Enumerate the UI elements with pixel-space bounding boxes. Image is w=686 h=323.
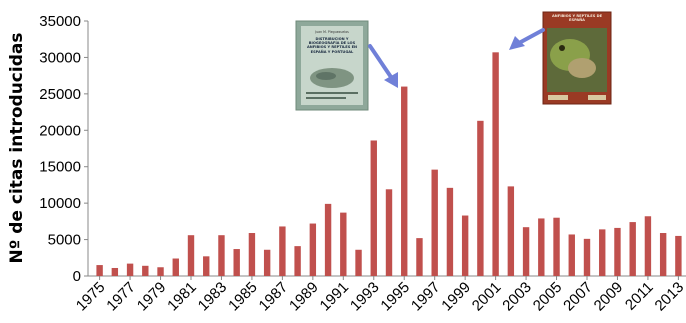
bar-1991 <box>340 212 347 276</box>
y-tick-label: 30000 <box>39 49 81 66</box>
bar-1982 <box>203 256 210 276</box>
y-tick-label: 15000 <box>39 159 81 176</box>
x-tick-label: 2013 <box>652 279 686 315</box>
bar-1977 <box>126 263 134 276</box>
bar-2009 <box>614 227 621 276</box>
bar-2003 <box>522 227 530 276</box>
x-axis: 1975197719791981198319851987198919911993… <box>73 275 686 315</box>
x-tick-label: 2009 <box>591 279 627 315</box>
bar-1995 <box>401 86 408 276</box>
x-tick-label: 1985 <box>225 279 261 315</box>
bar-2000 <box>477 120 484 276</box>
book-cover-2001: ANFIBIOS Y REPTILES DE ESPAÑA <box>542 11 612 105</box>
bar-1986 <box>263 249 271 276</box>
bar-1984 <box>233 249 240 276</box>
bar-1976 <box>111 267 119 276</box>
bar-1979 <box>157 267 164 276</box>
book-cover-1995: Juan M. Pleguezuelos DISTRIBUCIÓN Y BIOG… <box>295 20 369 111</box>
bars <box>96 52 682 277</box>
arrow-to-2001 <box>509 28 545 50</box>
book-2-title: ANFIBIOS Y REPTILES DE ESPAÑA <box>551 14 603 23</box>
x-tick-label: 1977 <box>103 279 139 315</box>
y-axis: 0 5000 10000 15000 20000 25000 30000 35000 <box>39 13 89 285</box>
bar-2007 <box>583 238 591 276</box>
book-1-author: Juan M. Pleguezuelos <box>314 30 349 34</box>
bar-1997 <box>431 169 438 276</box>
bar-2004 <box>538 218 545 276</box>
bar-1992 <box>355 249 362 276</box>
bar-1994 <box>385 189 393 276</box>
bar-2006 <box>568 234 575 276</box>
bar-2001 <box>492 52 499 277</box>
y-tick-label: 20000 <box>39 122 81 139</box>
bar-1993 <box>370 140 377 276</box>
x-tick-label: 1979 <box>134 279 170 315</box>
arrow-to-1995 <box>368 44 398 88</box>
x-tick-label: 1989 <box>286 279 322 315</box>
bar-1980 <box>172 258 179 276</box>
bar-1987 <box>279 226 286 276</box>
x-tick-label: 1999 <box>438 279 474 315</box>
bar-2012 <box>659 233 667 276</box>
y-axis-label: Nº de citas introducidas <box>7 33 27 264</box>
x-tick-label: 1987 <box>256 279 292 315</box>
bar-1981 <box>187 235 195 276</box>
y-tick-label: 25000 <box>39 86 81 103</box>
x-tick-label: 1983 <box>195 279 231 315</box>
bar-2011 <box>644 216 652 276</box>
bar-1983 <box>218 235 225 276</box>
bar-1988 <box>294 246 301 276</box>
y-tick-label: 5000 <box>48 232 81 249</box>
x-tick-label: 1997 <box>408 279 444 315</box>
x-tick-label: 1981 <box>164 279 200 315</box>
y-tick-label: 10000 <box>39 195 81 212</box>
bar-2008 <box>599 229 606 276</box>
x-tick-label: 1991 <box>317 279 353 315</box>
book-1-title: DISTRIBUCIÓN Y BIOGEOGRAFÍA DE LOS ANFIB… <box>306 37 358 54</box>
x-tick-label: 2011 <box>622 279 657 314</box>
bar-1996 <box>416 238 423 276</box>
bar-2005 <box>553 217 560 276</box>
x-tick-label: 2007 <box>560 279 596 315</box>
bar-1975 <box>96 265 103 276</box>
bar-2002 <box>507 186 515 276</box>
bar-2013 <box>675 235 682 276</box>
bar-1978 <box>142 265 149 276</box>
x-tick-label: 1995 <box>377 279 413 315</box>
x-tick-label: 2003 <box>499 279 535 315</box>
bar-1989 <box>309 223 317 276</box>
x-tick-label: 2001 <box>469 279 505 315</box>
bar-2010 <box>629 222 636 276</box>
x-tick-label: 2005 <box>530 279 566 315</box>
x-tick-label: 1993 <box>347 279 383 315</box>
bar-1999 <box>461 215 469 276</box>
bar-1998 <box>446 187 454 276</box>
y-tick-label: 35000 <box>39 13 81 30</box>
bar-1985 <box>248 233 256 276</box>
y-tick-label: 0 <box>73 268 81 285</box>
bar-1990 <box>324 203 332 276</box>
